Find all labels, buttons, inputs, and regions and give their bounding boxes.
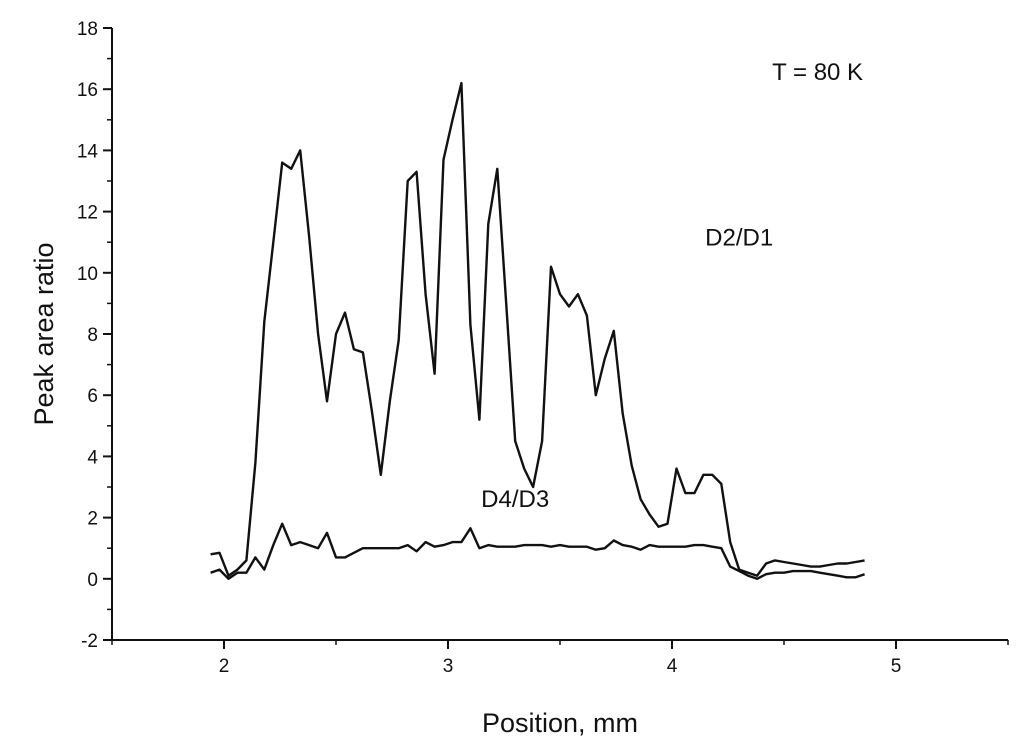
y-tick-label: 2	[87, 509, 98, 530]
x-tick-label: 5	[891, 656, 902, 677]
x-tick-label: 2	[219, 656, 230, 677]
series-line-d4-d3	[210, 522, 865, 580]
x-tick-label: 4	[667, 656, 678, 677]
x-axis-title: Position, mm	[482, 708, 638, 738]
y-tick-label: 12	[77, 203, 98, 224]
y-tick-label: 16	[77, 80, 98, 101]
y-tick-label: 4	[87, 447, 98, 468]
ticks: -2 0 2 4 6 8 10 12 14 16 18 2 3 4 5	[77, 19, 1009, 677]
y-tick-label: 14	[77, 141, 99, 162]
y-tick-label: 18	[77, 19, 98, 40]
annotation-d2-d1: D2/D1	[705, 224, 773, 251]
series-line-d2-d1	[210, 81, 865, 577]
x-tick-label: 3	[443, 656, 454, 677]
y-tick-label: 10	[77, 264, 98, 285]
annotation-t-80-k: T = 80 K	[772, 59, 863, 86]
labels: T = 80 K D2/D1 D4/D3	[481, 59, 863, 513]
series	[210, 81, 865, 580]
y-axis-title: Peak area ratio	[29, 242, 59, 425]
y-tick-label: 8	[87, 325, 98, 346]
y-tick-label: 6	[87, 386, 98, 407]
y-tick-label: 0	[87, 570, 98, 591]
y-tick-label: -2	[81, 631, 98, 652]
annotation-d4-d3: D4/D3	[481, 486, 549, 513]
